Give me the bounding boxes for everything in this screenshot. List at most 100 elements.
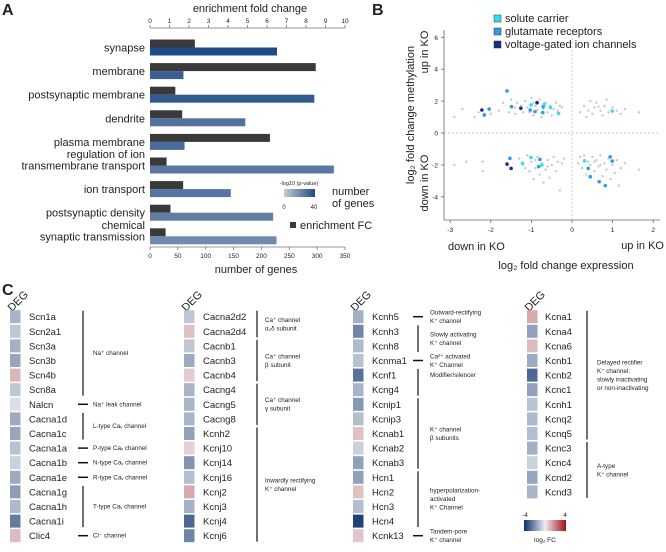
background-point	[560, 106, 564, 109]
background-point	[536, 155, 539, 159]
heatmap-cell	[527, 383, 538, 397]
background-point	[453, 163, 456, 167]
gene-label: Kcnq2	[545, 414, 572, 425]
bar-enrichment-fc	[150, 110, 183, 119]
highlight-point-solute-carrier	[540, 163, 544, 167]
highlight-point-glutamate-receptors	[487, 107, 491, 111]
heatmap-cell	[184, 514, 195, 528]
group-label: K⁺ channel	[265, 486, 296, 493]
background-point	[473, 115, 476, 119]
background-point	[585, 173, 588, 176]
heatmap-cell	[527, 427, 538, 440]
highlight-point-glutamate-receptors	[505, 89, 509, 93]
gene-label: Cacna1g	[29, 487, 67, 498]
highlight-point-glutamate-receptors	[586, 166, 591, 171]
background-point	[601, 114, 604, 117]
group-label: Cl⁻ channel	[93, 533, 126, 540]
heatmap-cell	[527, 441, 538, 455]
group-label: Slowly activating	[430, 331, 477, 338]
legend-label: solute carrier	[505, 13, 569, 25]
highlight-point-solute-carrier	[529, 103, 533, 107]
gene-label: Cacna1i	[29, 517, 64, 528]
heatmap-cell	[353, 383, 364, 397]
background-point	[554, 101, 557, 104]
heatmap-cell	[353, 427, 364, 440]
highlight-point-solute-carrier	[542, 102, 547, 107]
gene-label: Kcna1	[545, 312, 572, 323]
heatmap-cell	[527, 412, 538, 426]
top-axis-tick-label: 10	[341, 18, 349, 25]
heatmap-cell	[527, 470, 538, 484]
bar-number-of-genes	[150, 47, 278, 56]
category-label: transmembrane transport	[22, 161, 146, 173]
background-point	[552, 107, 555, 111]
heatmap-cell	[184, 470, 195, 484]
group-label: γ subunit	[265, 406, 290, 413]
group-label: Ca⁺ channel	[265, 317, 300, 324]
heatmap-cell	[353, 514, 364, 528]
background-point	[522, 111, 525, 114]
top-axis-tick-label: 8	[304, 18, 308, 25]
group-label: Outward-rectifying	[430, 309, 482, 316]
group-label: K⁺ channel	[430, 340, 461, 347]
group-label: Na⁺ leak channel	[93, 401, 141, 408]
background-point	[540, 115, 543, 119]
gene-label: Kcnip3	[372, 414, 401, 425]
background-point	[607, 111, 610, 114]
group-label: hyperpolarization-	[430, 488, 480, 495]
bottom-axis-tick-label: 0	[148, 253, 152, 260]
top-axis-tick-label: 5	[246, 18, 250, 25]
gene-label: Kcnc1	[545, 385, 571, 396]
background-point	[637, 111, 641, 114]
bottom-axis-tick-label: 300	[312, 253, 323, 260]
top-axis-tick-label: 7	[285, 18, 289, 25]
background-point	[538, 173, 541, 176]
group-label: Delayed rectifier	[597, 359, 643, 366]
background-point	[550, 163, 553, 167]
background-point	[597, 105, 600, 108]
gene-label: Cacng8	[203, 414, 236, 425]
y-tick-label: 4	[434, 67, 438, 74]
background-point	[623, 107, 626, 111]
highlight-point-voltage-gated-ion-channels	[519, 106, 523, 111]
heatmap-cell	[353, 397, 364, 411]
gene-label: Kcnj2	[203, 487, 227, 498]
bottom-axis-tick-label: 350	[340, 253, 351, 260]
colorbar-title: -log10 (p-value)	[280, 181, 319, 187]
background-point	[609, 178, 612, 181]
heatmap-cell	[184, 500, 195, 513]
group-label: P-type Caᵥ channel	[93, 445, 147, 452]
group-label: Ca⁺ channel	[265, 397, 300, 404]
gene-label: Kcna4	[545, 327, 572, 338]
panel-c-heatmap: DEGScn1aScn2a1Scn3aScn3bScn4bScn8aNalcnC…	[6, 289, 649, 544]
background-point	[587, 109, 590, 112]
top-axis-tick-label: 3	[207, 18, 211, 25]
group-label: L-type Caᵥ channel	[93, 423, 146, 430]
gene-label: Cacna1d	[29, 414, 67, 425]
gene-label: Kcnh1	[545, 400, 572, 411]
group-label: Inwardly rectifying	[265, 477, 316, 484]
bar-enrichment-fc	[150, 181, 184, 190]
heatmap-cell	[527, 339, 538, 353]
legend-number-of-genes: of genes	[332, 198, 375, 210]
gene-label: Kcnh8	[372, 341, 399, 352]
legend-label: glutamate receptors	[505, 26, 603, 38]
heatmap-cell	[184, 368, 195, 382]
x-tick-label: -3	[447, 227, 453, 234]
background-point	[542, 107, 545, 111]
legend-swatch	[493, 14, 502, 23]
bottom-axis-tick-label: 200	[256, 253, 267, 260]
heatmap-cell	[527, 368, 538, 382]
heatmap-cell	[353, 324, 364, 338]
background-point	[637, 168, 641, 171]
highlight-point-glutamate-receptors	[536, 164, 541, 169]
group-label: Ca²⁺ activated	[430, 353, 471, 360]
highlight-point-glutamate-receptors	[538, 157, 542, 162]
gene-label: Cacna1h	[29, 502, 67, 513]
heatmap-cell	[353, 310, 364, 324]
gene-label: Cacng5	[203, 400, 236, 411]
heatmap-cell	[184, 310, 195, 324]
background-point	[578, 155, 582, 159]
background-point	[550, 114, 553, 117]
